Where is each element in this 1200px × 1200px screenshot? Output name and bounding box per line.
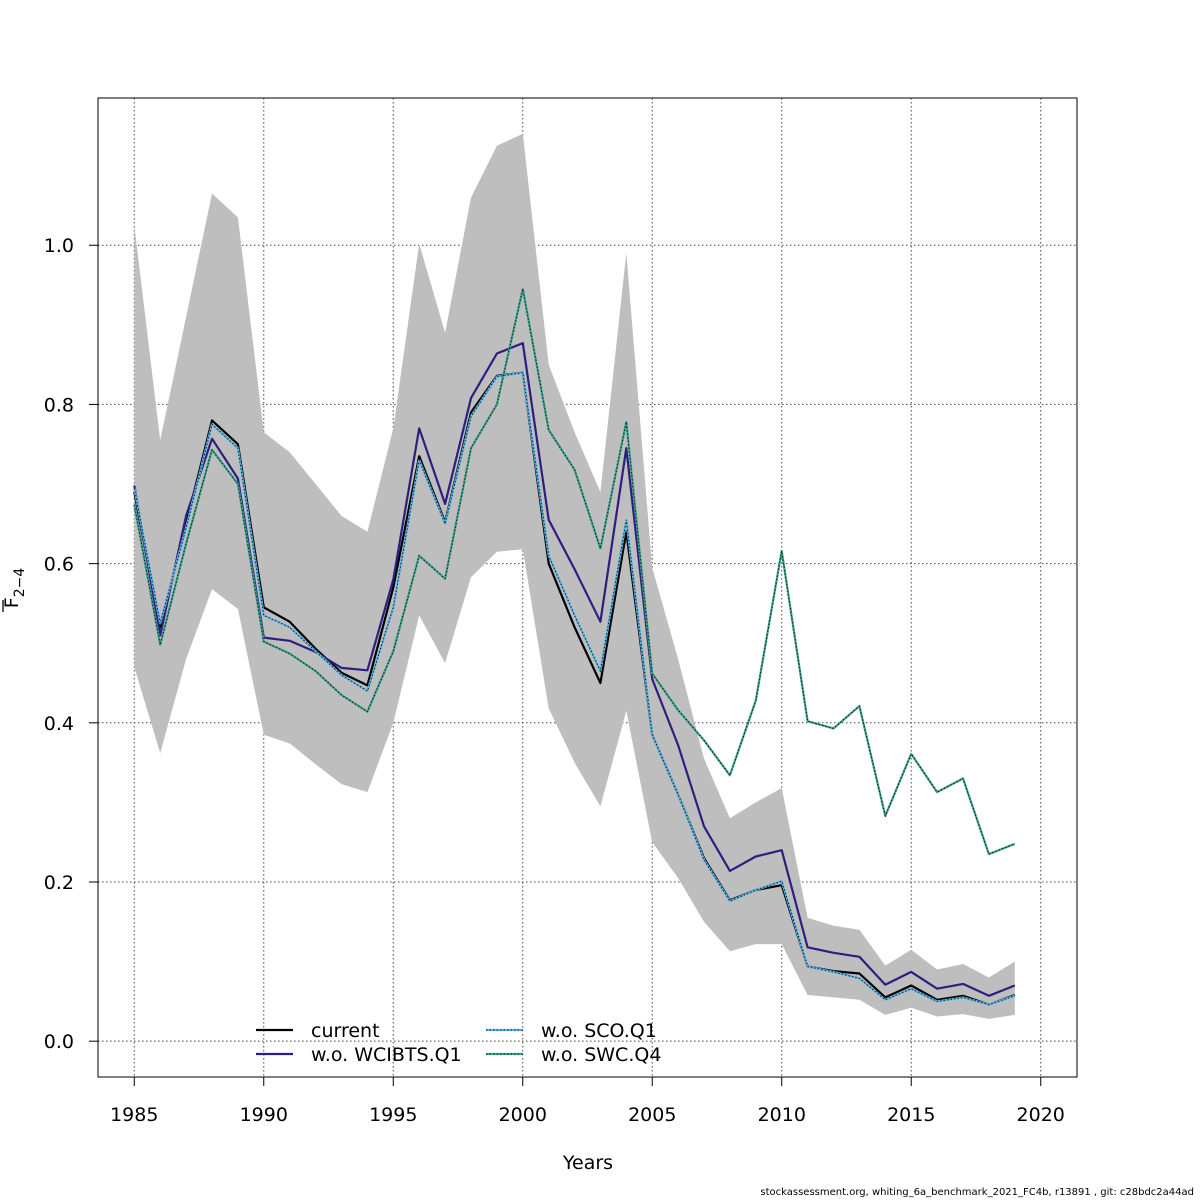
legend: current w.o. SCO.Q1 w.o. WCIBTS.Q1 w.o. SWC… [256,1020,661,1066]
y-tick-label: 0.8 [44,394,74,416]
y-axis-title-sub: 2−4 [12,568,28,598]
legend-current-label: current [311,1020,380,1042]
y-axis-title: F2−4 [1,568,28,612]
legend-w-o-wcibts-q1-label: w.o. WCIBTS.Q1 [311,1044,462,1066]
confidence-band [134,133,1015,1019]
y-tick-label: 0.6 [44,554,74,576]
footer-attribution: stockassessment.org, whiting_6a_benchmar… [760,1187,1194,1198]
series-w-o-swc-q4-dots [133,288,1015,855]
x-axis-title: Years [562,1152,613,1174]
x-tick-label: 2005 [628,1104,676,1126]
x-tick-label: 1985 [110,1104,158,1126]
series-w-o-sco-q1-dots [133,372,1015,1006]
x-tick-label: 2010 [758,1104,806,1126]
series-lines [133,287,1016,1006]
x-tick-label: 2020 [1017,1104,1065,1126]
legend-w-o-sco-q1-label: w.o. SCO.Q1 [541,1020,657,1042]
x-tick-label: 1990 [240,1104,288,1126]
series-current [133,371,1016,1006]
svg-text:F2−4: F2−4 [1,568,28,609]
y-tick-label: 0.2 [44,872,74,894]
y-tick-label: 0.4 [44,713,74,735]
y-axis-title-main: F [1,597,23,608]
axis-ticks: 1985 1990 1995 2000 2005 2010 2015 2020 0.0 0.2 0.… [44,235,1065,1126]
x-tick-label: 1995 [369,1104,417,1126]
series-w-o-wcibts-q1 [133,342,1016,997]
legend-w-o-swc-q4-label: w.o. SWC.Q4 [541,1044,661,1066]
x-tick-label: 2015 [887,1104,935,1126]
y-tick-label: 1.0 [44,235,74,257]
y-tick-label: 0.0 [44,1031,74,1053]
x-tick-label: 2000 [499,1104,547,1126]
plot-frame [97,97,1078,1078]
